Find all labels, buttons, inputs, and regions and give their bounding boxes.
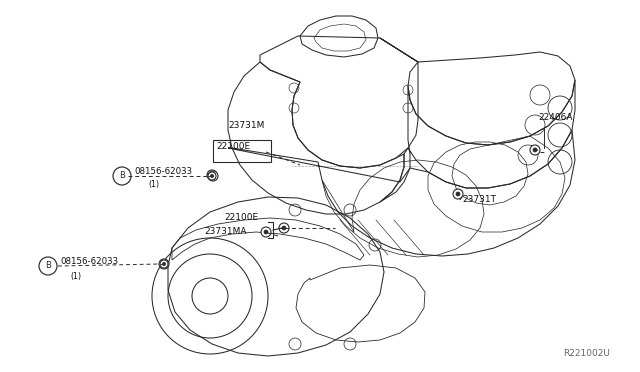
Circle shape (264, 230, 268, 234)
Circle shape (279, 223, 289, 233)
Circle shape (261, 227, 271, 237)
Text: 23731M: 23731M (228, 121, 264, 130)
Circle shape (208, 171, 218, 181)
Circle shape (211, 174, 214, 177)
Text: 08156-62033: 08156-62033 (134, 167, 192, 176)
Circle shape (533, 148, 537, 152)
Text: 22100E: 22100E (216, 142, 250, 151)
Circle shape (453, 189, 463, 199)
Circle shape (211, 174, 215, 178)
Circle shape (159, 259, 169, 269)
Text: 22100E: 22100E (224, 214, 258, 222)
Text: B: B (45, 262, 51, 270)
Text: 23731MA: 23731MA (204, 228, 246, 237)
Circle shape (162, 262, 166, 266)
Circle shape (456, 192, 460, 196)
Circle shape (282, 226, 286, 230)
Circle shape (160, 260, 168, 268)
Text: (1): (1) (70, 272, 81, 280)
Text: R221002U: R221002U (563, 349, 610, 358)
Circle shape (208, 172, 216, 180)
Circle shape (163, 262, 166, 266)
Circle shape (210, 173, 214, 177)
Text: (1): (1) (148, 180, 159, 189)
Circle shape (207, 170, 217, 180)
Text: 23731T: 23731T (462, 196, 496, 205)
Text: 08156-62033: 08156-62033 (60, 257, 118, 266)
Text: 22406A: 22406A (538, 113, 573, 122)
Text: B: B (119, 171, 125, 180)
Circle shape (530, 145, 540, 155)
